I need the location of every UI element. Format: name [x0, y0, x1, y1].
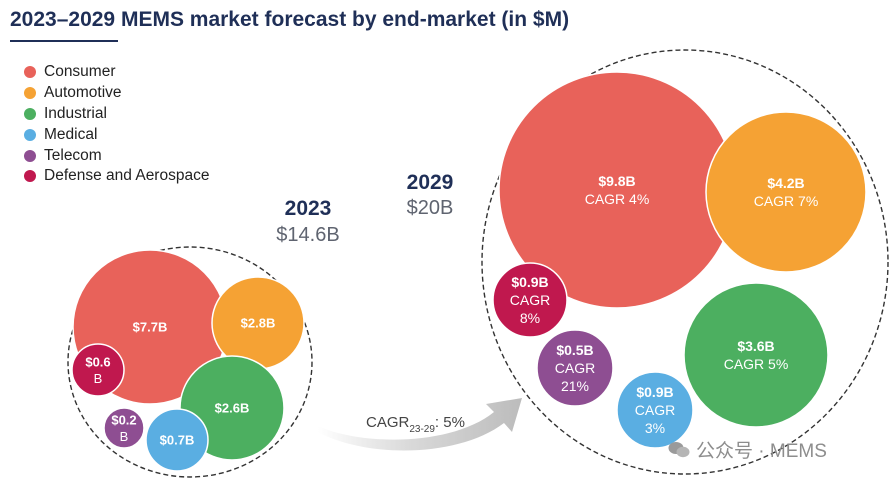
bubble-label-2029-defense-aerospace: $0.9B CAGR 8% [510, 274, 550, 326]
legend-swatch-medical [24, 128, 36, 141]
bubble-label-line: CAGR [555, 360, 595, 376]
bubble-label-line: $0.6 [85, 354, 110, 369]
bubble-label-2029-medical: $0.9B CAGR 3% [635, 384, 675, 436]
bubble-label-line: 3% [645, 420, 665, 436]
legend-label-defense-aerospace: Defense and Aerospace [44, 167, 210, 185]
bubble-label-line: CAGR 4% [585, 191, 650, 207]
bubble-layer: $7.7B $2.8B $2.6B $0.7B $0.2 B $0.6 B $9.8B CAGR … [67, 49, 889, 478]
wechat-icon [668, 441, 690, 457]
bubble-label-line: $2.6B [215, 401, 250, 416]
outer-dashed-circle-2023 [67, 246, 313, 478]
legend-label-telecom: Telecom [44, 146, 102, 164]
watermark: 公众号 · MEMS [668, 436, 827, 463]
bubble-2029-telecom [536, 329, 614, 407]
bubble-label-2023-industrial: $2.6B [215, 401, 250, 416]
growth-arrow-shape [318, 398, 522, 451]
bubble-label-2023-automotive: $2.8B [241, 316, 276, 331]
legend-item-defense-aerospace: Defense and Aerospace [24, 166, 209, 187]
title-underline [10, 40, 118, 42]
legend-swatch-automotive [24, 87, 36, 100]
bubble-label-line: CAGR 5% [724, 356, 789, 372]
legend-label-consumer: Consumer [44, 63, 116, 81]
cagr-arrow-subscript: 23-29 [409, 424, 435, 435]
bubble-2029-automotive [705, 111, 867, 273]
bubble-label-line: $0.2 [111, 412, 136, 427]
bubble-label-line: CAGR [635, 402, 675, 418]
legend-item-medical: Medical [24, 124, 209, 145]
bubble-label-line: $0.5B [556, 342, 593, 358]
bubble-label-2023-consumer: $7.7B [133, 320, 168, 335]
legend-label-medical: Medical [44, 125, 98, 143]
bubble-label-2029-consumer: $9.8B CAGR 4% [585, 173, 650, 207]
bubble-label-line: $4.2B [767, 175, 804, 191]
bubble-2029-industrial [683, 282, 829, 428]
bubble-2029-defense-aerospace [492, 262, 568, 338]
legend-swatch-industrial [24, 107, 36, 120]
legend-swatch-defense-aerospace [24, 170, 36, 183]
outer-dashed-circle-2029 [481, 49, 889, 475]
cagr-arrow-word: CAGR [366, 414, 410, 431]
bubble-label-2023-telecom: $0.2 B [111, 412, 136, 444]
bubble-2023-telecom [103, 407, 145, 449]
legend-label-industrial: Industrial [44, 104, 107, 122]
bubble-label-line: B [120, 429, 129, 444]
bubble-label-2029-telecom: $0.5B CAGR 21% [555, 342, 595, 394]
bubble-label-line: 8% [520, 310, 540, 326]
legend: Consumer Automotive Industrial Medical T… [24, 62, 209, 187]
bubble-label-line: $9.8B [598, 173, 635, 189]
legend-item-telecom: Telecom [24, 145, 209, 166]
watermark-text: 公众号 · MEMS [696, 441, 827, 462]
bubble-label-line: $0.9B [511, 274, 548, 290]
bubble-label-2023-defense-aerospace: $0.6 B [85, 354, 110, 386]
legend-swatch-consumer [24, 66, 36, 79]
bubble-2023-defense-aerospace [71, 343, 125, 397]
bubble-label-line: CAGR 7% [754, 193, 819, 209]
bubble-label-line: CAGR [510, 292, 550, 308]
total-label-2029: $20B [407, 197, 454, 219]
cagr-arrow-value: : 5% [435, 414, 465, 431]
bubble-label-line: $0.9B [636, 384, 673, 400]
bubble-label-line: $3.6B [737, 338, 774, 354]
bubble-label-line: 21% [561, 378, 589, 394]
legend-label-automotive: Automotive [44, 84, 122, 102]
bubble-2023-medical [145, 408, 209, 472]
legend-item-automotive: Automotive [24, 83, 209, 104]
growth-arrow: CAGR23-29: 5% [318, 398, 522, 451]
bubble-label-2023-medical: $0.7B [160, 433, 195, 448]
legend-item-industrial: Industrial [24, 104, 209, 125]
year-label-2029: 2029 [407, 171, 454, 194]
bubble-label-line: B [94, 371, 103, 386]
bubble-label-line: $2.8B [241, 316, 276, 331]
cagr-arrow-label: CAGR23-29: 5% [366, 414, 465, 435]
bubble-label-2029-automotive: $4.2B CAGR 7% [754, 175, 819, 209]
bubble-label-line: $7.7B [133, 320, 168, 335]
bubble-label-2029-industrial: $3.6B CAGR 5% [724, 338, 789, 372]
bubble-2029-medical [616, 371, 694, 449]
bubble-label-line: $0.7B [160, 433, 195, 448]
legend-item-consumer: Consumer [24, 62, 209, 83]
chart-title: 2023–2029 MEMS market forecast by end-ma… [10, 8, 570, 31]
year-label-2023: 2023 [285, 197, 332, 220]
legend-swatch-telecom [24, 149, 36, 162]
total-label-2023: $14.6B [276, 224, 339, 246]
